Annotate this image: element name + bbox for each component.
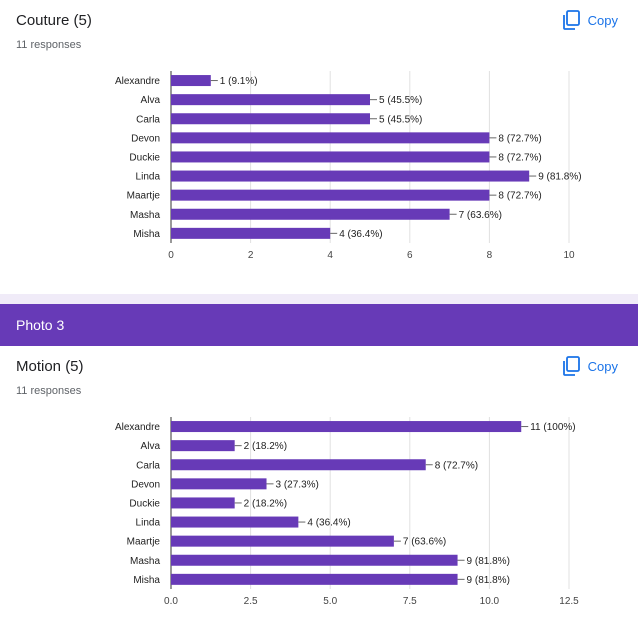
bar	[171, 573, 458, 585]
category-label: Alva	[141, 95, 161, 106]
section-title: Photo 3	[16, 317, 65, 333]
x-tick-label: 10.0	[480, 596, 500, 607]
data-label: 3 (27.3%)	[276, 479, 319, 490]
data-label: 5 (45.5%)	[379, 114, 422, 125]
data-label: 8 (72.7%)	[435, 460, 478, 471]
bar	[171, 535, 394, 547]
bar	[171, 554, 458, 566]
data-label: 8 (72.7%)	[498, 152, 541, 163]
x-tick-label: 7.5	[403, 596, 417, 607]
data-label: 9 (81.8%)	[467, 575, 510, 586]
data-label: 1 (9.1%)	[220, 76, 258, 87]
data-label: 11 (100%)	[530, 422, 575, 433]
category-label: Maartje	[127, 537, 161, 548]
data-label: 4 (36.4%)	[307, 518, 350, 529]
copy-chart-button[interactable]: Copy	[562, 10, 618, 30]
bar	[171, 516, 299, 528]
question-title: Couture (5)	[16, 12, 92, 29]
x-tick-label: 0.0	[164, 596, 178, 607]
category-label: Alva	[141, 441, 161, 452]
question-card-motion: Motion (5) 11 responses Copy 0.0 2.5 5.0 7.…	[0, 346, 638, 640]
category-label: Linda	[136, 172, 161, 183]
data-label: 9 (81.8%)	[467, 556, 510, 567]
data-label: 2 (18.2%)	[244, 498, 287, 509]
bar	[171, 497, 235, 509]
category-label: Duckie	[129, 152, 160, 163]
data-label: 8 (72.7%)	[498, 191, 541, 202]
copy-icon	[562, 356, 580, 376]
bar	[171, 170, 530, 182]
bar	[171, 459, 426, 471]
response-count: 11 responses	[16, 385, 82, 397]
section-gap	[0, 294, 638, 304]
category-label: Misha	[133, 575, 160, 586]
bar	[171, 478, 267, 490]
category-label: Maartje	[127, 191, 161, 202]
data-label: 4 (36.4%)	[339, 229, 382, 240]
bar-chart-couture: 0 2 4 6 8 10 Alexandre 1 (9.1%) Alva 5 (45.5%) Car…	[115, 71, 582, 261]
category-label: Masha	[130, 556, 160, 567]
data-label: 5 (45.5%)	[379, 95, 422, 106]
x-tick-label: 2	[248, 250, 254, 261]
bar	[171, 75, 211, 87]
bar	[171, 440, 235, 452]
data-label: 2 (18.2%)	[244, 441, 287, 452]
bar	[171, 132, 490, 144]
category-label: Duckie	[129, 498, 160, 509]
category-label: Masha	[130, 210, 160, 221]
bar	[171, 421, 522, 433]
bar	[171, 227, 331, 239]
category-label: Carla	[136, 460, 160, 471]
bar	[171, 189, 490, 201]
bar	[171, 151, 490, 163]
x-tick-label: 8	[487, 250, 493, 261]
bar	[171, 94, 370, 106]
x-tick-label: 0	[168, 250, 174, 261]
bar	[171, 113, 370, 125]
x-tick-label: 6	[407, 250, 413, 261]
category-label: Alexandre	[115, 422, 160, 433]
category-label: Devon	[131, 133, 160, 144]
question-title: Motion (5)	[16, 358, 84, 375]
category-label: Alexandre	[115, 76, 160, 87]
category-label: Misha	[133, 229, 160, 240]
bar-chart-motion: 0.0 2.5 5.0 7.5 10.0 12.5 Alexandre 11 (100%) Al…	[115, 417, 579, 607]
category-label: Linda	[136, 518, 161, 529]
data-label: 7 (63.6%)	[459, 210, 502, 221]
x-tick-label: 10	[563, 250, 575, 261]
copy-label: Copy	[587, 12, 618, 28]
data-label: 7 (63.6%)	[403, 537, 446, 548]
data-label: 9 (81.8%)	[538, 172, 581, 183]
section-header: Photo 3	[0, 304, 638, 346]
copy-label: Copy	[587, 358, 618, 374]
x-tick-label: 2.5	[244, 596, 258, 607]
x-tick-label: 5.0	[323, 596, 337, 607]
response-count: 11 responses	[16, 39, 82, 51]
data-label: 8 (72.7%)	[498, 133, 541, 144]
x-tick-label: 12.5	[559, 596, 579, 607]
category-label: Carla	[136, 114, 160, 125]
copy-chart-button[interactable]: Copy	[562, 356, 618, 376]
category-label: Devon	[131, 479, 160, 490]
bar	[171, 208, 450, 220]
copy-icon	[562, 10, 580, 30]
question-card-couture: Couture (5) 11 responses Copy 0 2 4 6 8 10 Ale…	[0, 0, 638, 294]
x-tick-label: 4	[327, 250, 333, 261]
